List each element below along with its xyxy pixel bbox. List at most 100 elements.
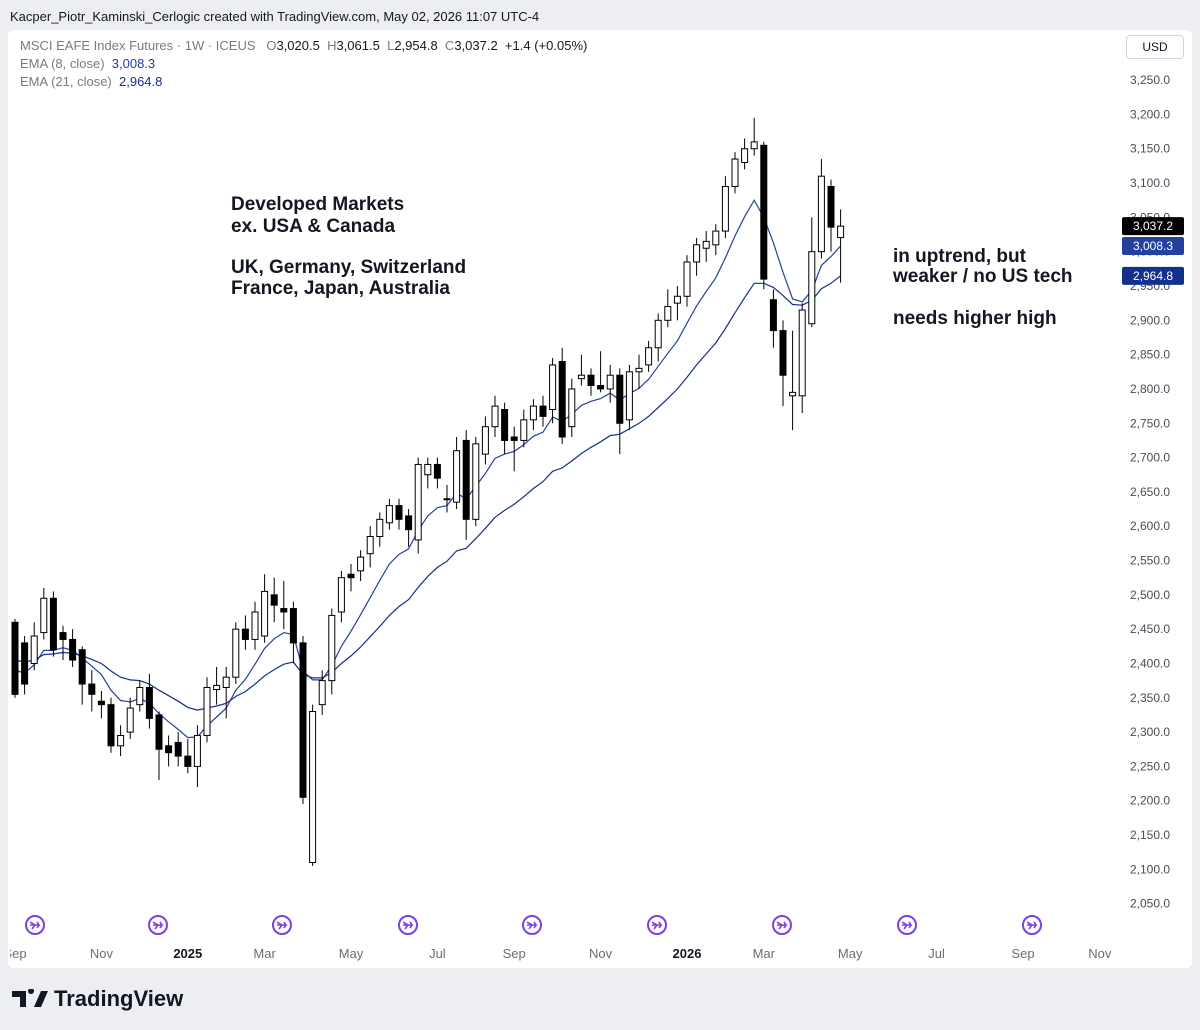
ema-name: EMA (21, close) <box>20 74 112 89</box>
candle-body <box>510 436 518 441</box>
candle-body <box>309 711 317 864</box>
x-tick-label: Sep <box>1011 946 1034 961</box>
y-tick-label: 3,200.0 <box>1130 107 1170 121</box>
candle-body <box>21 642 29 685</box>
price-scale: 2,050.0 2,100.0 2,150.0 2,200.0 2,250.0 2,300… <box>1122 73 1184 911</box>
x-tick-label: Jul <box>429 946 446 961</box>
attribution: Kacper_Piotr_Kaminski_Cerlogic created w… <box>10 9 540 24</box>
candle-body <box>712 230 720 246</box>
y-tick-label: 3,100.0 <box>1130 176 1170 190</box>
candle-body <box>193 735 201 767</box>
candle-body <box>443 498 451 501</box>
y-tick-label: 2,900.0 <box>1130 313 1170 327</box>
currency-button[interactable]: USD <box>1126 35 1184 59</box>
candle-body <box>155 714 163 750</box>
candle-body <box>213 684 221 691</box>
event-icon-arrow <box>776 921 788 930</box>
legend-value: 3,020.5 <box>276 38 320 53</box>
price-tag-label: 3,008.3 <box>1133 239 1173 253</box>
annotation: weaker / no US tech <box>893 266 1073 287</box>
candle-body <box>606 374 614 390</box>
candle-body <box>558 360 566 438</box>
price-tag <box>1122 266 1184 285</box>
candle-body <box>577 374 585 380</box>
price-tag-label: 2,964.8 <box>1133 269 1173 283</box>
candle-body <box>741 148 749 163</box>
x-tick-label: Sep <box>503 946 526 961</box>
x-tick-label: May <box>838 946 863 961</box>
y-tick-label: 2,300.0 <box>1130 725 1170 739</box>
brand: TradingView <box>54 986 184 1011</box>
event-icon-arrow <box>1026 921 1038 930</box>
ohlc-legend: MSCI EAFE Index Futures · 1W · ICEUS O3,… <box>20 38 587 53</box>
candle-body <box>683 261 691 297</box>
candle-body <box>597 385 605 390</box>
candle-body <box>673 295 681 304</box>
y-tick-label: 2,700.0 <box>1130 451 1170 465</box>
instrument: MSCI EAFE Index Futures · 1W · ICEUS <box>20 38 256 53</box>
legend-letter: L <box>387 38 395 53</box>
y-tick-label: 2,100.0 <box>1130 862 1170 876</box>
candle-body <box>232 628 240 678</box>
event-icon-arrow <box>152 921 164 930</box>
candle-body <box>30 635 38 664</box>
candle-body <box>347 573 355 579</box>
candle-body <box>241 628 249 640</box>
event-icon-arrow <box>901 921 913 930</box>
y-tick-label: 3,150.0 <box>1130 142 1170 156</box>
y-tick-label: 2,500.0 <box>1130 588 1170 602</box>
candle-body <box>424 463 432 476</box>
event-icon-arrow <box>402 921 414 930</box>
candle-body <box>222 676 230 688</box>
candle-body <box>817 175 825 253</box>
legend-letter: C <box>444 38 455 53</box>
candle-body <box>491 405 499 428</box>
x-tick-label: May <box>339 946 364 961</box>
x-tick-label: Nov <box>1088 946 1112 961</box>
candle-body <box>136 686 144 706</box>
candle-body <box>203 686 211 737</box>
candle-body <box>529 405 537 421</box>
candle-body <box>520 419 528 441</box>
y-tick-label: 2,800.0 <box>1130 382 1170 396</box>
candle-body <box>798 309 806 397</box>
candle-body <box>433 463 441 479</box>
candle-body <box>299 642 307 798</box>
candle-body <box>635 367 643 373</box>
annotation: needs higher high <box>893 308 1057 329</box>
candle-body <box>731 158 739 187</box>
candle-body <box>40 597 48 634</box>
candle-body <box>69 638 77 661</box>
candle-body <box>808 251 816 325</box>
candle-body <box>472 443 480 520</box>
x-tick-label: 2025 <box>173 946 202 961</box>
ema-legend: EMA (8, close) 3,008.3 <box>20 56 155 71</box>
candle-body <box>280 608 288 613</box>
y-tick-label: 3,250.0 <box>1130 73 1170 87</box>
candle-body <box>481 426 489 455</box>
candle-body <box>789 391 797 397</box>
candle-body <box>174 741 182 757</box>
x-tick-label: Sep <box>3 946 26 961</box>
candle-body <box>97 700 105 706</box>
ema-value: 3,008.3 <box>111 56 156 71</box>
x-tick-label: Mar <box>753 946 776 961</box>
price-tag <box>1122 236 1184 255</box>
candle-body <box>750 141 758 150</box>
legend-value: 2,954.8 <box>394 38 438 53</box>
candle-body <box>126 707 134 733</box>
candle-body <box>837 225 845 239</box>
candle-body <box>501 409 509 441</box>
candle-body <box>664 306 672 321</box>
change: +1.4 <box>504 38 531 53</box>
candle-body <box>779 330 787 376</box>
event-icon-arrow <box>651 921 663 930</box>
x-tick-label: 2026 <box>673 946 702 961</box>
y-tick-label: 2,400.0 <box>1130 656 1170 670</box>
logo <box>12 989 48 1007</box>
legend-value: 3,061.5 <box>336 38 380 53</box>
candle-body <box>625 371 633 421</box>
candle-body <box>165 745 173 754</box>
